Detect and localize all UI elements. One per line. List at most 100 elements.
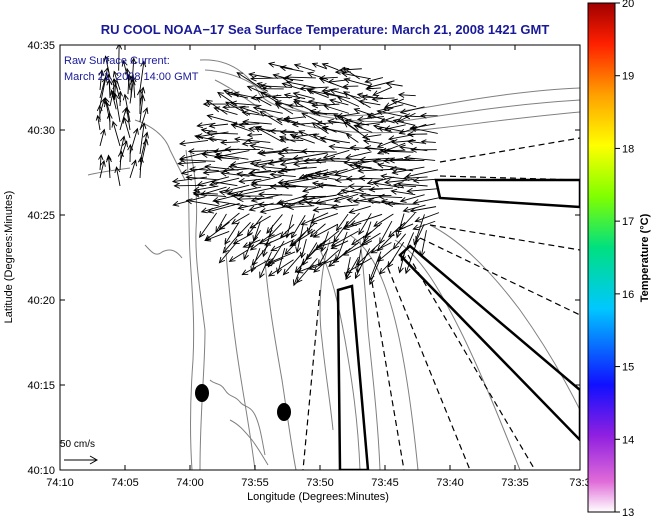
current-vector [136,88,144,115]
colorbar-tick-label: 16 [622,289,634,301]
current-vector [311,180,337,187]
current-vector [290,214,306,239]
current-vector [282,183,316,190]
current-vector [328,247,351,268]
current-vector [347,183,371,190]
current-vector [236,196,273,203]
current-vector [129,127,139,155]
current-vector [376,109,405,118]
current-vector [246,132,263,138]
current-vector [111,120,121,147]
current-vector [179,156,216,163]
current-vector [220,170,250,177]
current-vector [403,113,426,120]
current-vector [323,90,351,100]
current-vector [106,78,113,99]
current-vector [410,146,437,153]
current-vector [353,124,373,133]
current-vector [321,125,350,135]
current-vector [369,256,382,286]
current-vector [358,99,381,106]
current-vector [385,81,403,88]
current-vector [300,148,337,155]
current-vector [409,206,437,214]
current-vector [404,242,418,275]
current-vector [255,97,272,107]
current-vector [246,137,271,144]
current-vector [222,167,249,174]
current-vector [377,162,406,170]
current-vector [289,229,316,247]
current-vector [228,249,249,262]
current-vector [330,230,359,247]
current-vector [231,192,263,199]
current-vector [345,257,372,274]
x-tick-label: 73:40 [436,477,464,489]
current-vector [298,130,327,144]
current-vector [109,89,117,110]
colorbar-tick-label: 18 [622,143,634,155]
current-vector [198,212,218,238]
current-vector [261,85,284,92]
colorbar-ticks: 20 19 18 17 16 15 14 13 [615,0,634,518]
current-vector [187,148,219,155]
current-vector [226,186,262,197]
current-vector [291,121,316,128]
current-vector [222,231,242,254]
current-vector [372,123,406,133]
current-vector [103,55,111,78]
current-vector [248,71,273,79]
current-vector [397,250,406,274]
current-vector [342,83,359,89]
current-vector [316,240,338,249]
y-axis-label: Latitude (Degrees:Minutes) [3,191,15,324]
x-tick-label: 74:05 [111,477,139,489]
current-vector [128,75,135,98]
current-vector [287,103,304,109]
current-vector [337,96,360,107]
current-vector [415,223,425,243]
current-vector [95,114,101,131]
current-vector [319,77,349,90]
current-vector [112,70,121,91]
current-vector [248,169,284,176]
current-vector [256,149,293,156]
colorbar-label: Temperature (°C) [639,213,651,302]
current-vector [343,77,373,88]
current-vector [114,166,121,187]
current-vector [267,61,293,70]
current-vector [355,242,381,266]
current-vector [193,185,219,193]
current-vector [394,223,414,233]
current-vector [409,126,438,134]
current-vector [391,138,416,145]
current-vector [286,80,317,89]
current-vector [207,136,228,142]
current-vector [380,173,406,180]
current-vector [346,197,381,204]
current-vector [360,94,384,101]
current-vector [311,122,329,135]
current-vector [241,140,260,147]
current-vector [316,182,350,189]
current-vector [406,187,439,194]
current-vector [306,172,337,180]
x-axis-label: Longitude (Degrees:Minutes) [247,491,389,503]
current-vector [293,63,316,72]
current-vector [130,75,137,98]
current-vector [116,45,123,71]
current-vector [342,91,371,109]
current-vector [127,143,134,163]
y-axis: 40:35 40:30 40:25 40:20 40:15 40:10 [27,40,580,477]
current-vector [299,239,307,259]
current-vector [419,230,427,258]
current-vector [420,112,438,119]
current-vector [207,203,240,214]
current-vector [282,251,304,276]
current-vector [224,184,250,193]
current-vector [284,231,306,256]
current-vector [279,136,304,143]
current-vector [206,113,238,124]
current-vector [327,118,348,125]
current-vector [396,181,428,188]
